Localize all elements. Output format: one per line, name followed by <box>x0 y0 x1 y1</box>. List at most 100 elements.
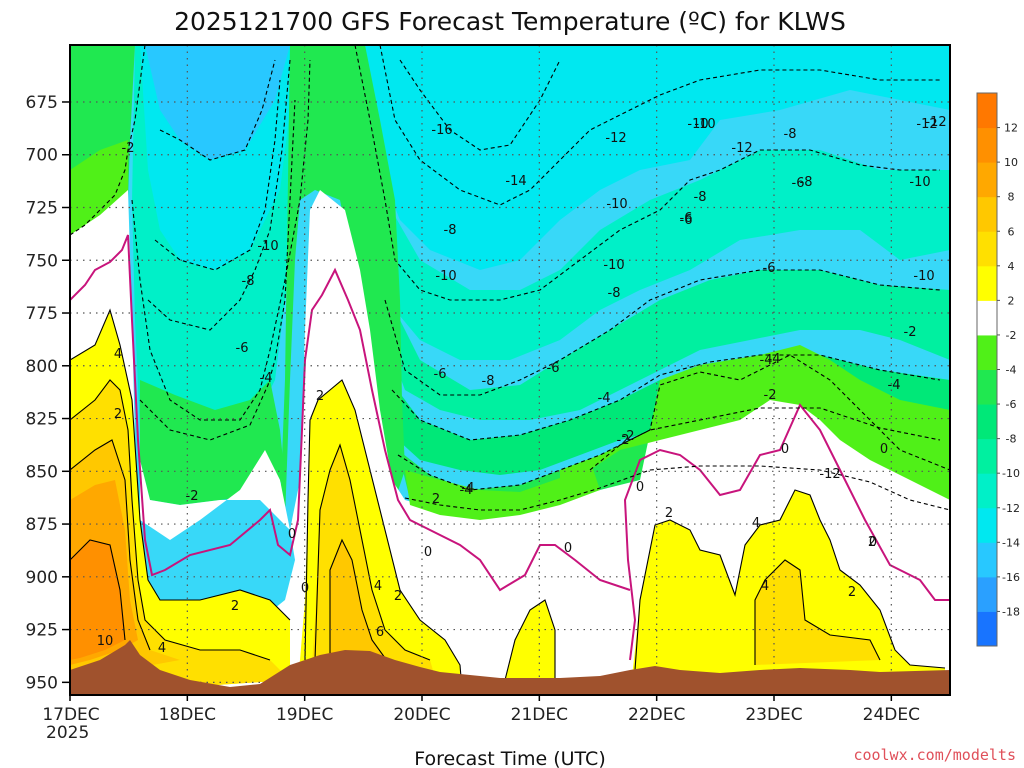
colorbar-label: 6 <box>1008 225 1015 238</box>
contour-label: 2 <box>316 389 324 404</box>
contour-label: -10 <box>909 175 930 190</box>
isotherm-line <box>147 59 291 331</box>
colorbar-swatch <box>977 196 997 232</box>
warm-isotherm <box>504 599 556 681</box>
band-warm-4to6 <box>755 560 880 665</box>
contour-label: 4 <box>752 516 760 531</box>
band-minus-4-east <box>560 345 950 500</box>
colorbar-label: -14 <box>1002 536 1020 549</box>
contour-label: -2 <box>764 388 777 403</box>
colorbar-swatch <box>977 438 997 474</box>
warm-isotherm <box>329 538 386 659</box>
colorbar-swatch <box>977 611 997 647</box>
contour-label: -8 <box>694 190 707 205</box>
x-axis-label: Forecast Time (UTC) <box>414 748 605 768</box>
contour-label: -8 <box>800 175 813 190</box>
plot-frame <box>69 44 951 696</box>
contour-label: 4 <box>114 347 122 362</box>
colorbar: 12 10 8 6 4 2 -2 -4 -6 -8 -10 -12 -14 -16 -18 <box>976 92 1020 647</box>
contour-label: -4 <box>888 378 901 393</box>
contour-label: -2 <box>904 325 917 340</box>
terrain-surface <box>70 640 950 695</box>
colorbar-label: 2 <box>1008 294 1015 307</box>
contour-label: -6 <box>792 176 805 191</box>
colorbar-label: -8 <box>1006 433 1017 446</box>
colorbar-swatch <box>977 334 997 370</box>
colorbar-swatch <box>977 369 997 405</box>
colorbar-swatch <box>977 162 997 198</box>
band-minus-10 <box>330 100 950 360</box>
contour-label: -16 <box>431 123 452 138</box>
contour-label: -4 <box>598 391 611 406</box>
colorbar-swatch <box>977 93 997 129</box>
warm-isotherm <box>70 539 126 641</box>
isotherm-line <box>379 45 940 206</box>
warm-isotherm <box>70 308 291 621</box>
colorbar-label: -10 <box>1002 467 1020 480</box>
colorbar-label: -6 <box>1006 398 1017 411</box>
y-tick-label: 850 <box>26 462 58 482</box>
contour-label: 10 <box>97 634 114 649</box>
isotherm-line <box>384 269 941 396</box>
colorbar-label: -16 <box>1002 571 1020 584</box>
colorbar-swatch <box>977 473 997 509</box>
contour-label: -12 <box>605 131 626 146</box>
colorbar-swatch <box>977 265 997 301</box>
y-tick-label: 825 <box>26 410 58 430</box>
y-tick-label: 750 <box>26 251 58 271</box>
x-tick-label: 24DEC <box>863 705 920 725</box>
contour-label: -8 <box>608 286 621 301</box>
contour-label: -6 <box>236 341 249 356</box>
contour-label: -4 <box>768 352 781 367</box>
contour-label: -12 <box>731 141 752 156</box>
contour-label: 4 <box>761 579 769 594</box>
y-tick-label: 950 <box>26 673 58 693</box>
colorbar-label: -4 <box>1006 364 1017 377</box>
y-axis: 675 700 725 750 775 800 825 850 875 900 925 950 <box>26 93 70 693</box>
contour-label: -8 <box>482 374 495 389</box>
isotherm-line <box>397 407 941 491</box>
warm-isotherm <box>304 379 463 691</box>
contour-label: -10 <box>606 197 627 212</box>
band-minus-2-east <box>405 460 600 520</box>
y-tick-label: 775 <box>26 304 58 324</box>
contour-label: 4 <box>158 641 166 656</box>
contour-label: -14 <box>505 174 526 189</box>
isotherm-line <box>399 59 561 151</box>
x-tick-label: 23DEC <box>745 705 802 725</box>
colorbar-swatch <box>977 300 997 336</box>
contour-label: -2 <box>617 433 630 448</box>
colorbar-label: -12 <box>1002 502 1020 515</box>
colorbar-swatch <box>977 404 997 440</box>
band-warm-2to4 <box>505 600 555 680</box>
contour-label: 0 <box>880 442 888 457</box>
band-west-cold-column <box>145 45 290 160</box>
contour-label: -10 <box>913 269 934 284</box>
contour-label: -4 <box>462 481 475 496</box>
colorbar-label: 8 <box>1008 191 1015 204</box>
contour-label: -6 <box>680 213 693 228</box>
contour-label: 0 <box>636 480 644 495</box>
contour-label: 2 <box>665 506 673 521</box>
y-tick-label: 925 <box>26 621 58 641</box>
contour-label: 0 <box>781 442 789 457</box>
contour-label: 0 <box>301 581 309 596</box>
contour-label: -12 <box>819 467 840 482</box>
contour-label: -2 <box>186 489 199 504</box>
colorbar-label: 10 <box>1004 156 1018 169</box>
contour-label: -2 <box>622 429 635 444</box>
colorbar-label: 4 <box>1008 260 1015 273</box>
colorbar-label: -2 <box>1006 329 1017 342</box>
contour-label: 0 <box>288 527 296 542</box>
x-axis: 17DEC 18DEC 19DEC 20DEC 21DEC 22DEC 23DEC 24DEC <box>42 695 920 725</box>
contour-label: 4 <box>374 579 382 594</box>
colorbar-swatch <box>977 576 997 612</box>
y-tick-label: 800 <box>26 357 58 377</box>
warm-isotherm <box>70 439 151 651</box>
colorbar-label: -18 <box>1002 605 1020 618</box>
contour-label: -2 <box>122 141 135 156</box>
colorbar-swatch <box>977 231 997 267</box>
contour-label: -8 <box>242 274 255 289</box>
contour-label: 6 <box>376 625 384 640</box>
